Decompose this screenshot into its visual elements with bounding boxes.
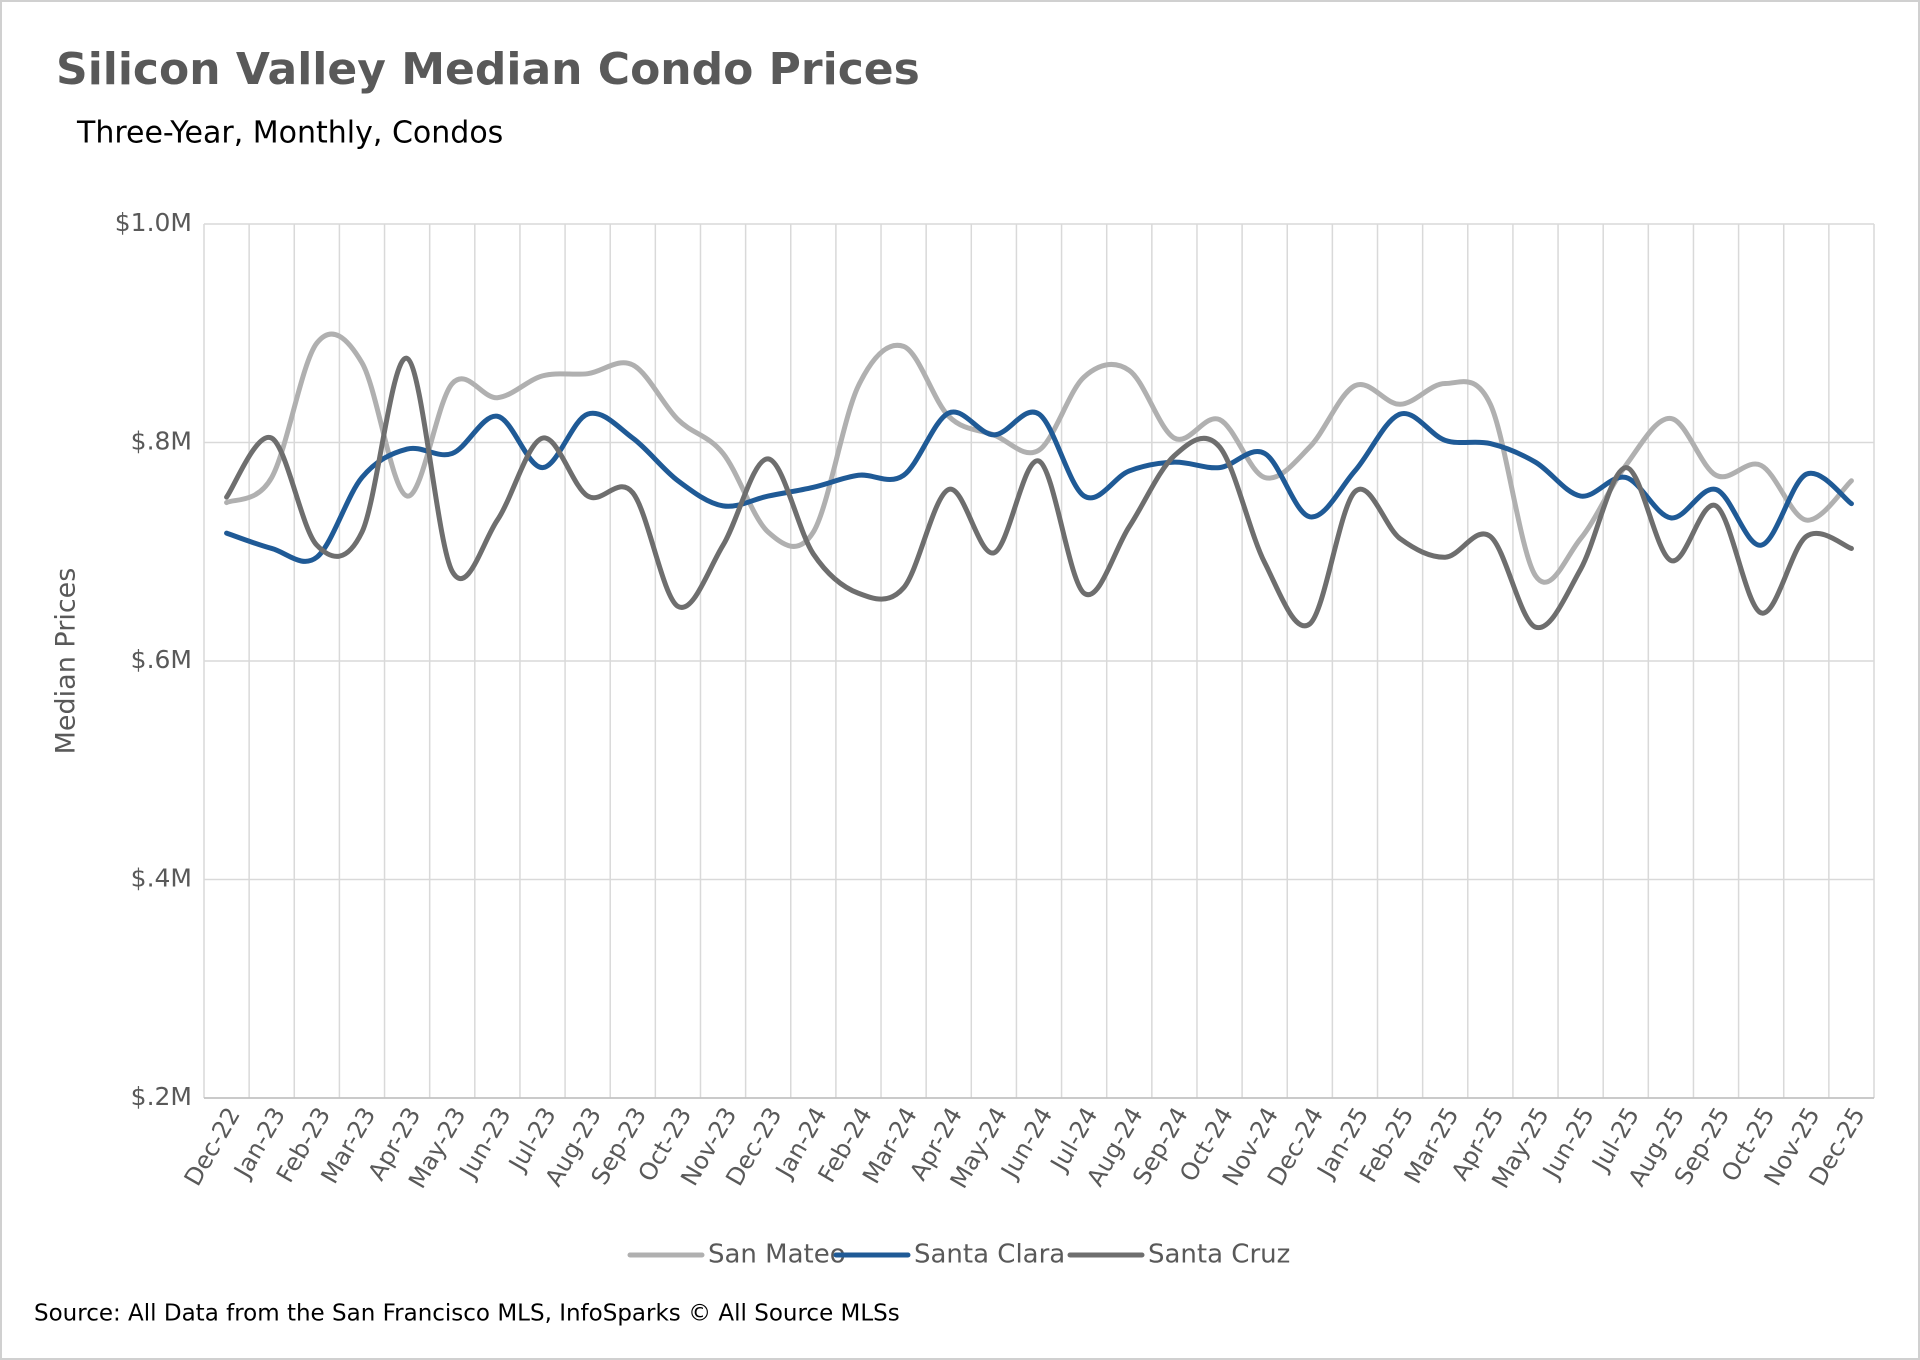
series-line (224, 355, 1854, 631)
chart-title: Silicon Valley Median Condo Prices (56, 44, 920, 95)
y-axis-title: Median Prices (51, 568, 82, 755)
y-tick-label: $.6M (131, 645, 192, 674)
source-note: Source: All Data from the San Francisco … (34, 1301, 900, 1327)
series-line (224, 331, 1854, 585)
y-tick-label: $.8M (131, 427, 192, 456)
y-tick-label: $.2M (131, 1082, 192, 1111)
y-tick-label: $1.0M (115, 208, 192, 237)
legend-label: Santa Clara (914, 1240, 1065, 1270)
chart-subtitle: Three-Year, Monthly, Condos (76, 116, 503, 151)
legend-label: Santa Cruz (1148, 1240, 1290, 1270)
series-line (224, 409, 1854, 564)
legend-label: San Mateo (708, 1240, 846, 1270)
y-tick-label: $.4M (131, 864, 192, 893)
